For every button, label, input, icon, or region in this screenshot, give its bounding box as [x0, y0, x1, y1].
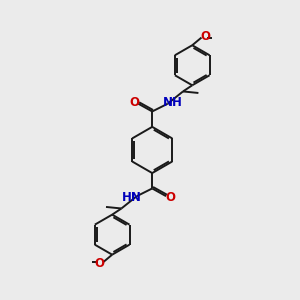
Text: NH: NH	[163, 96, 183, 109]
Text: O: O	[130, 96, 140, 109]
Text: O: O	[165, 191, 175, 204]
Text: O: O	[200, 30, 210, 43]
Text: O: O	[94, 257, 104, 270]
Text: HN: HN	[122, 191, 141, 204]
